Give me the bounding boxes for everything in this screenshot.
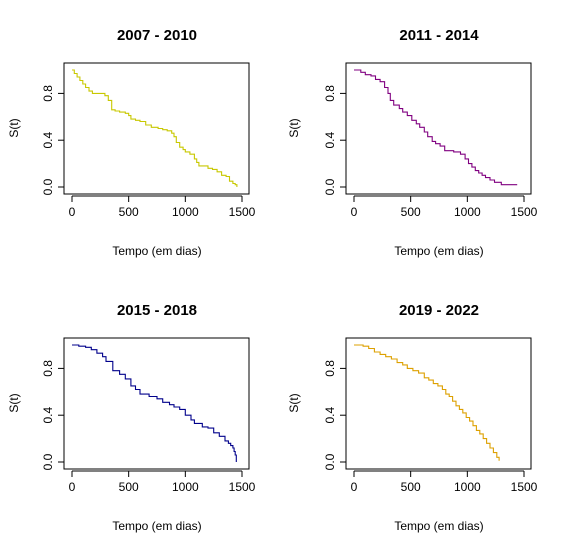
x-tick-label: 0 bbox=[69, 205, 76, 219]
y-tick-label: 0.4 bbox=[41, 132, 55, 149]
survival-curve bbox=[72, 344, 237, 462]
y-tick-label: 0.0 bbox=[323, 453, 337, 470]
chart-title: 2015 - 2018 bbox=[117, 302, 197, 319]
plot-frame bbox=[63, 337, 250, 470]
x-axis-label: Tempo (em dias) bbox=[394, 244, 483, 258]
x-tick-label: 500 bbox=[119, 205, 139, 219]
x-tick-label: 500 bbox=[401, 205, 421, 219]
y-tick-label: 0.4 bbox=[323, 132, 337, 149]
plot-frame bbox=[345, 62, 532, 195]
y-tick-label: 0.0 bbox=[323, 178, 337, 195]
x-tick-label: 1500 bbox=[511, 205, 538, 219]
chart-panel-2011-2014: 2011 - 2014 Tempo (em dias) S(t) 0 500 100… bbox=[287, 27, 538, 258]
x-tick-label: 1500 bbox=[229, 205, 256, 219]
x-tick-label: 1000 bbox=[172, 480, 199, 494]
x-tick-label: 0 bbox=[351, 480, 358, 494]
x-tick-label: 1000 bbox=[454, 480, 481, 494]
y-tick-label: 0.8 bbox=[41, 85, 55, 102]
chart-title: 2011 - 2014 bbox=[399, 27, 479, 44]
y-tick-label: 0.8 bbox=[41, 360, 55, 377]
x-axis-label: Tempo (em dias) bbox=[112, 519, 201, 533]
x-tick-label: 1500 bbox=[511, 480, 538, 494]
x-tick-label: 0 bbox=[351, 205, 358, 219]
x-tick-label: 1500 bbox=[229, 480, 256, 494]
survival-curve bbox=[354, 344, 500, 461]
survival-curve bbox=[354, 69, 518, 186]
y-tick-label: 0.4 bbox=[41, 407, 55, 424]
plot-frame bbox=[345, 337, 532, 470]
x-tick-label: 500 bbox=[401, 480, 421, 494]
chart-panel-2019-2022: 2019 - 2022 Tempo (em dias) S(t) 0 500 100… bbox=[287, 302, 538, 533]
y-axis-label: S(t) bbox=[7, 393, 21, 412]
chart-panel-2007-2010: 2007 - 2010 Tempo (em dias) S(t) 0 500 100… bbox=[7, 27, 256, 258]
y-tick-label: 0.8 bbox=[323, 360, 337, 377]
y-axis-label: S(t) bbox=[287, 393, 301, 412]
chart-title: 2019 - 2022 bbox=[399, 302, 479, 319]
x-tick-label: 1000 bbox=[454, 205, 481, 219]
y-tick-label: 0.4 bbox=[323, 407, 337, 424]
y-tick-label: 0.0 bbox=[41, 453, 55, 470]
x-tick-label: 0 bbox=[69, 480, 76, 494]
chart-title: 2007 - 2010 bbox=[117, 27, 197, 44]
chart-panel-2015-2018: 2015 - 2018 Tempo (em dias) S(t) 0 500 100… bbox=[7, 302, 256, 533]
y-tick-label: 0.0 bbox=[41, 178, 55, 195]
survival-curve bbox=[72, 69, 238, 187]
y-tick-label: 0.8 bbox=[323, 85, 337, 102]
x-axis-label: Tempo (em dias) bbox=[394, 519, 483, 533]
x-tick-label: 500 bbox=[119, 480, 139, 494]
y-axis-label: S(t) bbox=[287, 118, 301, 137]
x-tick-label: 1000 bbox=[172, 205, 199, 219]
x-axis-label: Tempo (em dias) bbox=[112, 244, 201, 258]
y-axis-label: S(t) bbox=[7, 118, 21, 137]
